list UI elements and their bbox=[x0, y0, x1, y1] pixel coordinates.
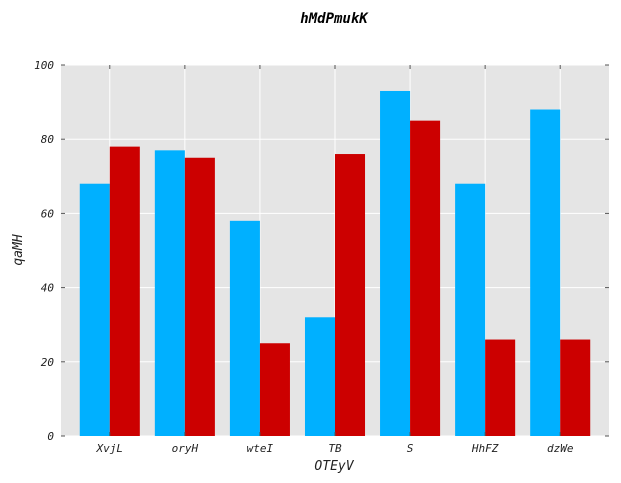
bar bbox=[410, 120, 441, 437]
bar bbox=[259, 343, 290, 436]
bar bbox=[109, 146, 140, 436]
y-axis-label: qaMH bbox=[11, 234, 26, 265]
y-tick-label: 100 bbox=[34, 59, 54, 72]
bar bbox=[79, 183, 110, 436]
axis-ticks: 0 20 40 60 80 100 XvjL oryH wteI TB S HhFZ dzWe bbox=[34, 59, 609, 455]
y-tick-label: 40 bbox=[41, 282, 55, 295]
x-axis-label: OTEyV bbox=[314, 459, 354, 474]
x-tick-label: XvjL bbox=[96, 442, 124, 455]
x-tick-label: wteI bbox=[247, 442, 274, 455]
bar bbox=[530, 109, 561, 437]
bar bbox=[304, 317, 335, 436]
y-tick-label: 20 bbox=[41, 356, 55, 369]
bar bbox=[380, 90, 411, 436]
y-tick-label: 60 bbox=[41, 207, 55, 220]
y-tick-label: 80 bbox=[41, 133, 55, 146]
x-tick-label: dzWe bbox=[547, 442, 574, 455]
bar bbox=[154, 150, 185, 436]
chart-title: hMdPmukK bbox=[300, 11, 369, 27]
x-tick-label: TB bbox=[328, 442, 342, 455]
bars bbox=[79, 90, 591, 437]
y-tick-label: 0 bbox=[47, 430, 54, 443]
bar bbox=[229, 220, 260, 436]
bar bbox=[560, 339, 591, 436]
bar bbox=[485, 339, 516, 436]
x-tick-label: HhFZ bbox=[471, 442, 499, 455]
bar bbox=[455, 183, 486, 436]
bar bbox=[184, 157, 215, 436]
bar bbox=[335, 154, 366, 437]
x-tick-label: S bbox=[407, 442, 414, 455]
x-tick-label: oryH bbox=[172, 442, 199, 455]
